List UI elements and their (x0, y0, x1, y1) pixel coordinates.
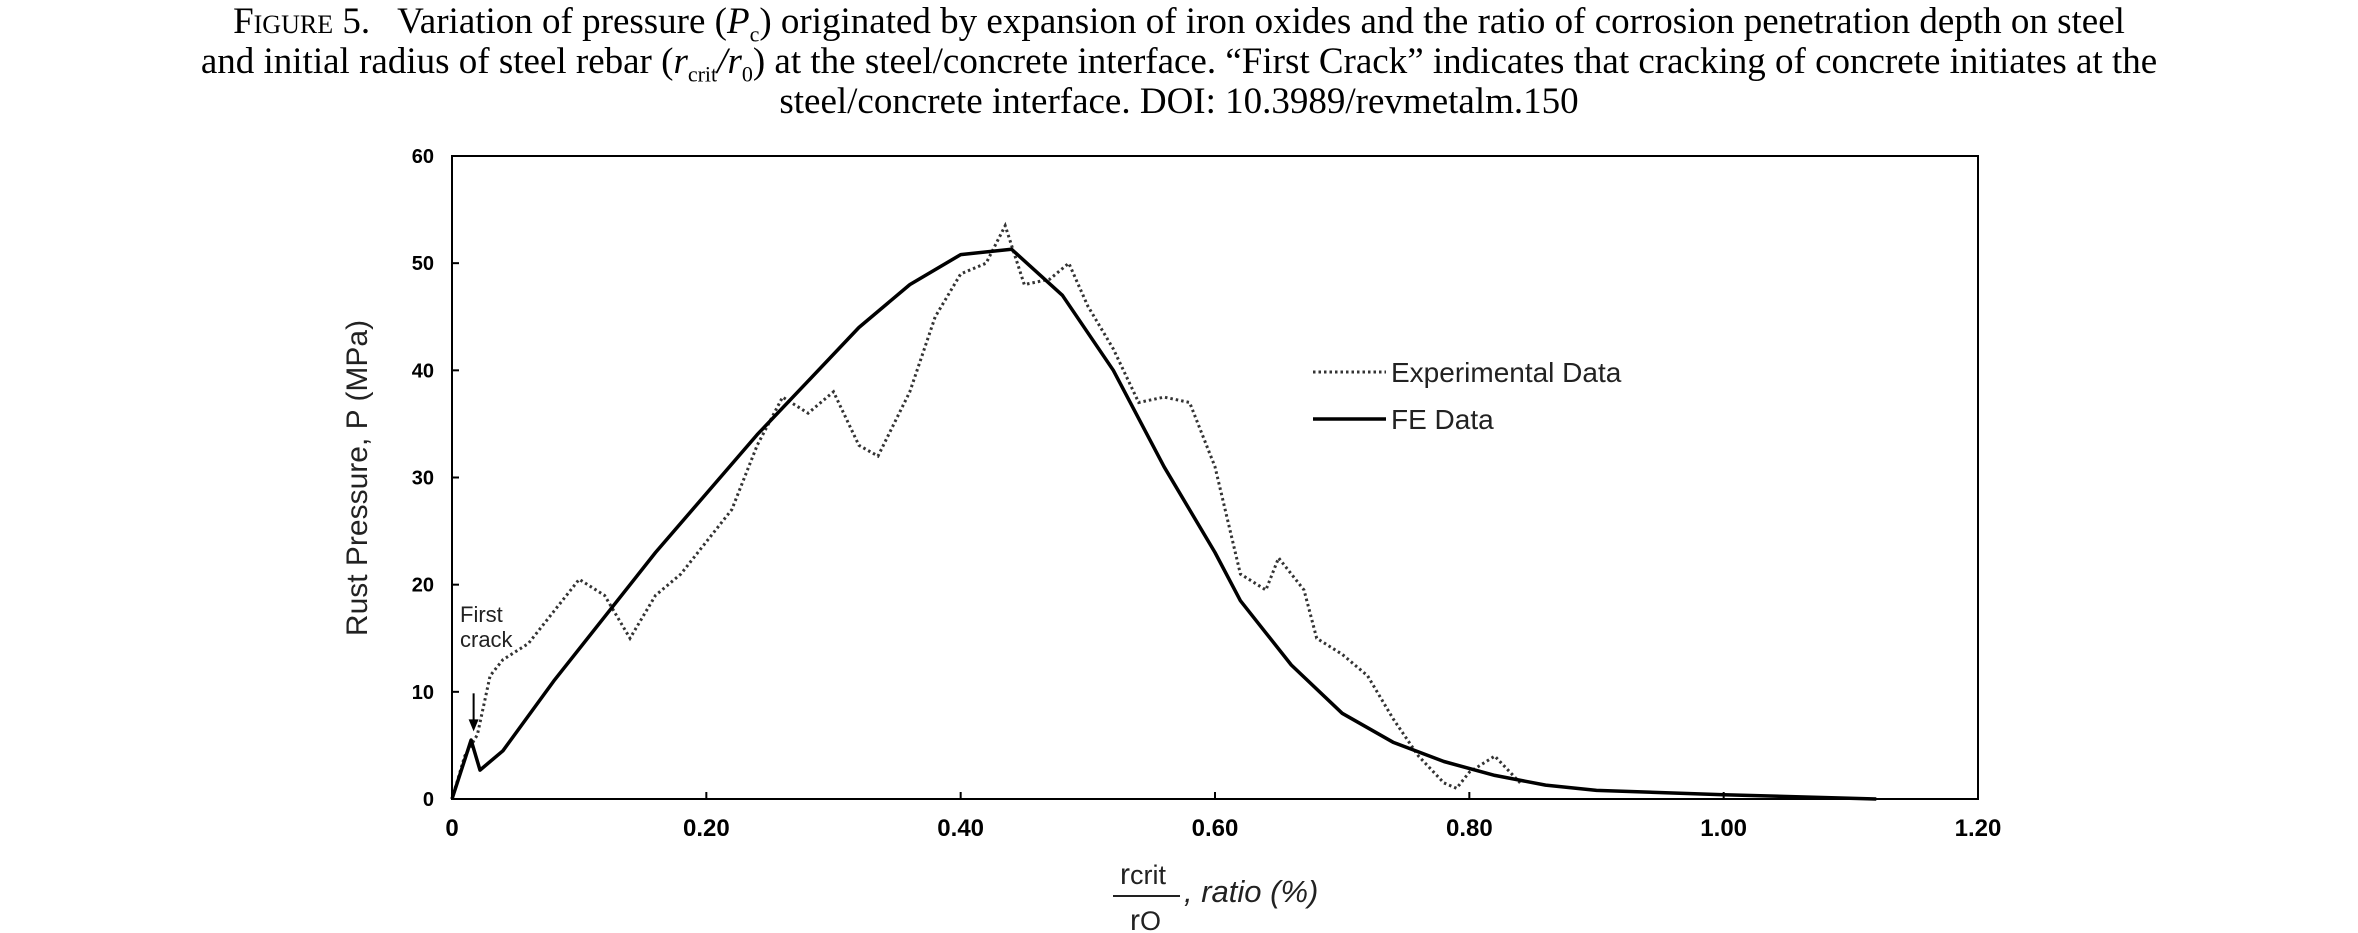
series-experimental-line (450, 221, 1522, 800)
caption-r-var1: r (673, 41, 688, 82)
x-label-suffix: , ratio (%) (1184, 874, 1318, 909)
caption-r-var2: /r (717, 41, 742, 82)
caption-text-1b: ) originated by expansion of iron oxides… (759, 1, 2125, 42)
caption-text-2b: ) at the steel/concrete interface. “Firs… (752, 41, 2158, 82)
caption-line-3: steel/concrete interface. DOI: 10.3989/r… (779, 81, 1579, 122)
caption-text-1a: Variation of pressure ( (397, 1, 727, 42)
annotation-line-2: crack (460, 627, 514, 652)
y-tick-label: 40 (412, 360, 434, 382)
caption-line-2: and initial radius of steel rebar (rcrit… (0, 41, 2358, 85)
x-axis-ticks: 0 0.20 0.40 0.60 0.80 1.00 1.20 (445, 792, 2001, 842)
y-tick-label: 60 (412, 146, 434, 168)
legend-label-experimental: Experimental Data (1391, 357, 1622, 388)
y-tick-label: 30 (412, 468, 434, 490)
caption-p-sub: c (749, 21, 760, 47)
series-fe-line (450, 247, 1877, 801)
caption-line-1: Figure 5. Variation of pressure (Pc) ori… (0, 1, 2358, 45)
figure-label: Figure 5. (233, 1, 371, 42)
caption-r-sub2: 0 (741, 61, 753, 87)
x-tick-label: 0 (445, 815, 458, 842)
caption-r-sub1: crit (687, 61, 718, 87)
caption-p-var: P (726, 1, 750, 42)
annotation-line-1: First (460, 602, 503, 627)
figure-caption: Figure 5. Variation of pressure (Pc) ori… (0, 2, 2358, 122)
x-tick-label: 0.80 (1446, 815, 1493, 842)
first-crack-annotation: First crack (460, 602, 514, 732)
plot-frame (451, 155, 1979, 800)
x-tick-label: 0.60 (1192, 815, 1239, 842)
x-label-denominator: rO (1130, 904, 1161, 933)
x-label-numerator: rcrit (1120, 858, 1166, 891)
caption-text-2a: and initial radius of steel rebar ( (200, 41, 674, 82)
x-tick-label: 1.00 (1700, 815, 1747, 842)
y-tick-label: 10 (412, 682, 434, 704)
x-tick-label: 0.40 (937, 815, 984, 842)
x-tick-label: 1.20 (1955, 815, 2002, 842)
x-axis-label: rcrit rO , ratio (%) (1113, 858, 1318, 933)
y-axis-label: Rust Pressure, P (MPa) (341, 320, 374, 636)
y-tick-label: 50 (412, 253, 434, 275)
legend: Experimental Data FE Data (1313, 357, 1622, 435)
legend-label-fe: FE Data (1391, 404, 1494, 435)
y-axis-ticks: 0 10 20 30 40 50 60 (412, 146, 459, 811)
y-tick-label: 0 (423, 789, 434, 811)
annotation-arrow-head (468, 719, 479, 732)
y-tick-label: 20 (412, 575, 434, 597)
x-tick-label: 0.20 (683, 815, 730, 842)
